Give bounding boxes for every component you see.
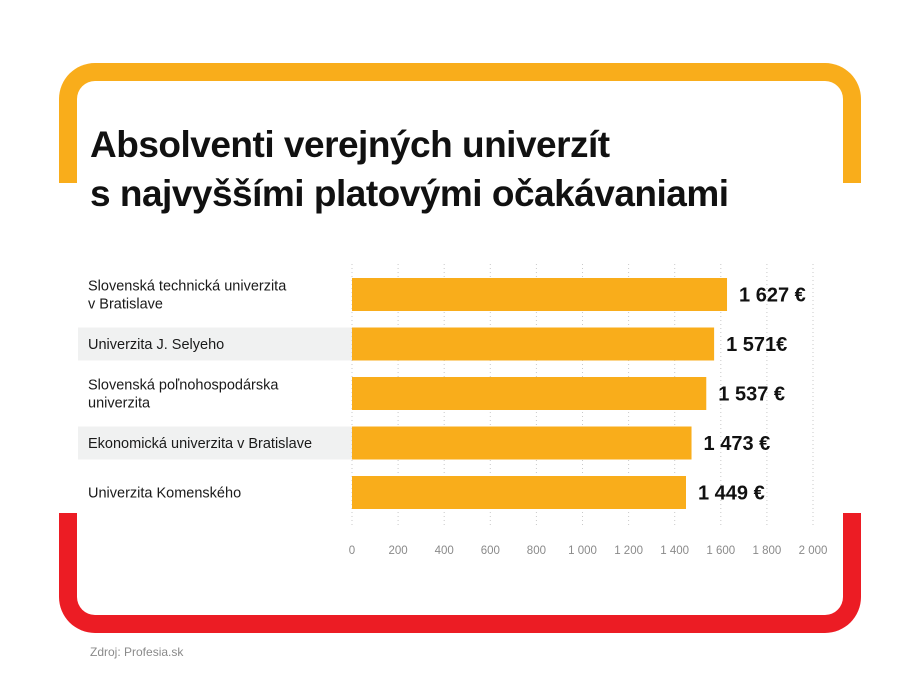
chart-title-line-2: s najvyššími platovými očakávaniami [90,173,729,214]
category-label: Univerzita J. Selyeho [88,337,224,353]
frame-bottom-red [59,513,861,633]
bar [352,327,715,361]
x-tick-label: 1 000 [568,545,597,557]
chart-title-line-1: Absolventi verejných univerzít [90,124,610,165]
category-label: Slovenská technická univerzita v Bratisla… [88,279,287,313]
category-label: Univerzita Komenského [88,486,241,502]
x-tick-label: 200 [389,545,408,557]
bar [352,377,707,410]
frame-top-yellow [59,63,861,183]
x-tick-label: 600 [481,545,500,557]
x-tick-label: 1 600 [706,545,735,557]
value-label: 1 571€ [726,334,787,356]
bar [352,278,728,311]
x-tick-label: 1 800 [753,545,782,557]
value-label: 1 627 € [739,285,806,307]
bar [352,476,686,509]
x-tick-label: 400 [435,545,454,557]
x-tick-label: 0 [349,545,355,557]
x-tick-label: 1 400 [660,545,689,557]
category-label: Slovenská poľnohospodárska univerzita [88,378,279,412]
value-label: 1 449 € [698,483,765,505]
value-label: 1 537 € [718,384,785,406]
x-tick-label: 800 [527,545,546,557]
row-stripe [78,426,352,460]
x-tick-label: 1 200 [614,545,643,557]
row-stripe [78,327,352,361]
bar [352,426,692,460]
category-label: Ekonomická univerzita v Bratislave [88,436,312,452]
value-label: 1 473 € [704,433,771,455]
source-note: Zdroj: Profesia.sk [90,645,184,659]
chart-title: Absolventi verejných univerzít s najvyšš… [90,120,850,218]
x-tick-label: 2 000 [799,545,828,557]
